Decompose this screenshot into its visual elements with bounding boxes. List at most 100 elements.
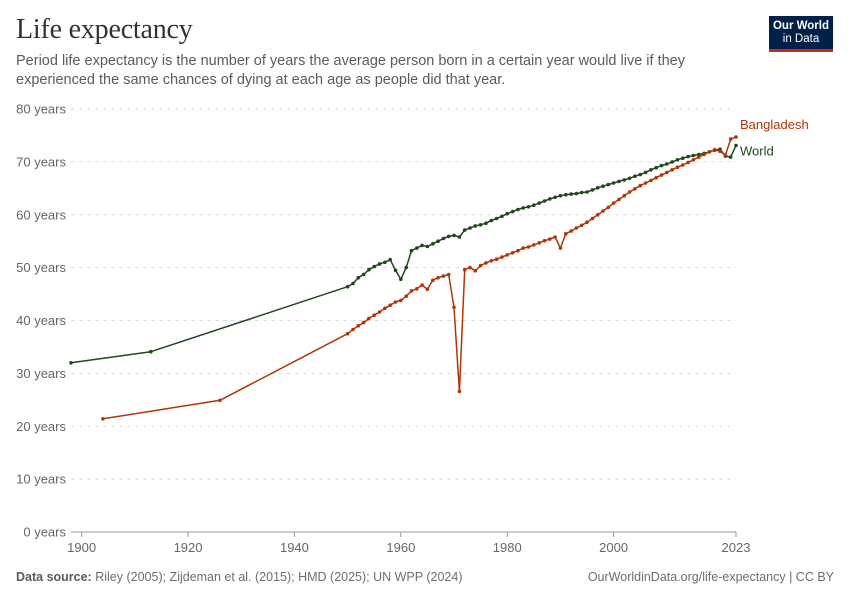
data-point-world — [383, 260, 387, 265]
data-point-bangladesh — [564, 232, 568, 236]
data-point-bangladesh — [718, 149, 722, 154]
data-point-world — [697, 152, 701, 157]
data-point-world — [446, 234, 451, 239]
data-point-bangladesh — [505, 253, 510, 257]
data-point-bangladesh — [595, 213, 600, 217]
y-tick-label: 60 years — [16, 207, 66, 222]
data-point-bangladesh — [569, 229, 573, 233]
data-point-world — [505, 211, 510, 216]
data-point-world — [686, 154, 690, 159]
x-tick-label: 2000 — [599, 540, 628, 555]
data-point-bangladesh — [659, 173, 664, 177]
data-point-world — [516, 207, 520, 212]
data-point-world — [468, 226, 472, 230]
data-point-world — [638, 172, 642, 177]
data-point-world — [149, 349, 153, 354]
data-point-world — [611, 181, 616, 185]
y-tick-label: 50 years — [16, 260, 66, 275]
data-point-bangladesh — [579, 223, 584, 228]
y-tick-label: 40 years — [16, 313, 66, 328]
data-point-world — [643, 170, 648, 175]
data-point-world — [728, 155, 733, 159]
data-point-bangladesh — [723, 153, 728, 157]
data-point-bangladesh — [393, 300, 398, 304]
data-point-world — [633, 174, 637, 178]
data-point-bangladesh — [542, 238, 547, 243]
data-point-world — [526, 205, 531, 209]
data-point-bangladesh — [377, 310, 382, 314]
data-point-world — [734, 143, 738, 148]
data-point-bangladesh — [510, 251, 515, 255]
data-point-bangladesh — [585, 220, 589, 224]
data-point-world — [436, 239, 440, 243]
data-point-world — [606, 182, 611, 187]
data-point-world — [420, 243, 424, 248]
data-point-world — [388, 257, 393, 262]
data-point-world — [377, 262, 382, 266]
data-point-world — [425, 244, 430, 249]
data-point-world — [574, 191, 579, 196]
data-point-bangladesh — [574, 226, 579, 230]
data-point-world — [590, 188, 595, 192]
data-point-world — [649, 168, 653, 172]
data-point-bangladesh — [697, 155, 701, 159]
data-point-bangladesh — [388, 303, 393, 308]
x-tick-label: 1920 — [174, 540, 203, 555]
data-point-bangladesh — [478, 263, 483, 268]
data-point-bangladesh — [702, 152, 706, 157]
data-point-bangladesh — [728, 137, 733, 141]
data-point-bangladesh — [627, 190, 632, 194]
data-point-world — [404, 265, 409, 270]
data-point-bangladesh — [101, 417, 105, 421]
x-tick-label: 1900 — [67, 540, 96, 555]
data-point-world — [617, 179, 621, 184]
data-point-world — [553, 195, 557, 200]
data-point-world — [579, 190, 584, 195]
data-point-world — [361, 272, 366, 277]
data-point-bangladesh — [665, 170, 669, 175]
series-label-bangladesh: Bangladesh — [740, 117, 809, 132]
data-point-world — [457, 235, 462, 239]
data-point-bangladesh — [707, 150, 712, 154]
data-point-bangladesh — [691, 158, 696, 162]
x-tick-label: 1960 — [386, 540, 415, 555]
data-point-bangladesh — [372, 313, 377, 318]
data-point-world — [595, 186, 600, 190]
data-point-bangladesh — [351, 327, 355, 332]
data-point-bangladesh — [622, 193, 627, 198]
data-point-bangladesh — [526, 245, 531, 249]
data-point-world — [372, 264, 377, 269]
data-point-world — [367, 267, 371, 272]
chart-subtitle: Period life expectancy is the number of … — [16, 53, 685, 88]
data-point-bangladesh — [452, 305, 456, 310]
data-point-world — [351, 281, 355, 286]
data-point-bangladesh — [654, 175, 658, 180]
data-point-bangladesh — [617, 197, 621, 202]
data-point-world — [478, 223, 483, 227]
series-line-bangladesh — [102, 136, 737, 420]
data-point-bangladesh — [638, 183, 642, 188]
logo-line-2: in Data — [782, 33, 820, 45]
data-point-world — [484, 221, 488, 225]
data-point-world — [500, 214, 504, 219]
data-point-bangladesh — [521, 246, 525, 250]
x-tick-label: 1980 — [493, 540, 522, 555]
source-link[interactable]: OurWorldinData.org/life-expectancy | CC … — [587, 570, 834, 584]
data-point-world — [569, 192, 573, 196]
data-point-bangladesh — [712, 147, 717, 152]
data-point-world — [356, 275, 361, 280]
data-point-bangladesh — [734, 135, 738, 139]
data-point-world — [691, 153, 696, 158]
data-point-bangladesh — [361, 320, 366, 325]
data-point-bangladesh — [468, 265, 472, 270]
data-point-bangladesh — [500, 255, 504, 259]
data-point-bangladesh — [516, 248, 520, 253]
data-point-bangladesh — [404, 294, 409, 299]
data-point-bangladesh — [436, 275, 440, 280]
data-source-text: Riley (2005); Zijdeman et al. (2015); HM… — [95, 570, 463, 584]
data-point-bangladesh — [681, 163, 685, 167]
data-point-bangladesh — [489, 259, 494, 263]
y-tick-label: 30 years — [16, 366, 66, 381]
owid-logo[interactable]: Our World in Data — [769, 16, 833, 52]
data-point-world — [681, 156, 685, 160]
